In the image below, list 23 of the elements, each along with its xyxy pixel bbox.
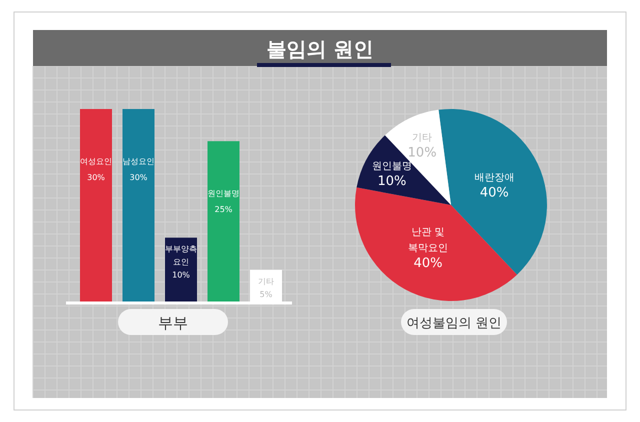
x-axis-title: 부부 bbox=[158, 314, 188, 332]
pie-slice bbox=[355, 187, 518, 301]
slice-label: 난관 및 복막요인 bbox=[408, 227, 448, 254]
data-label: 10% bbox=[378, 174, 406, 189]
pie-slice bbox=[356, 135, 451, 205]
bar bbox=[80, 109, 112, 302]
slice-label: 기타 bbox=[412, 132, 432, 144]
data-label: 25% bbox=[214, 205, 233, 214]
data-label: 10% bbox=[408, 145, 437, 160]
x-tick-label: 남성요인 bbox=[122, 157, 154, 166]
slice-label: 배란장애 bbox=[474, 172, 514, 184]
data-label: 5% bbox=[260, 290, 273, 299]
x-tick-label: 여성요인 bbox=[80, 157, 112, 166]
bar bbox=[122, 109, 154, 302]
text: 여성불임의 원인 bbox=[406, 316, 502, 331]
data-label: 40% bbox=[480, 185, 509, 200]
data-label: 10% bbox=[172, 270, 190, 280]
data-label: 30% bbox=[130, 173, 148, 182]
chart-title: 불임의 원인 bbox=[266, 37, 374, 61]
x-tick-label: 부부양측 요인 bbox=[165, 244, 197, 267]
data-label: 40% bbox=[414, 256, 443, 272]
bar bbox=[208, 141, 240, 302]
data-label: 30% bbox=[87, 173, 106, 182]
